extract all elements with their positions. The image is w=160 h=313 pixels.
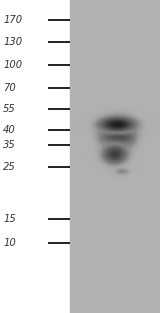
Bar <box>0 0 70 313</box>
Text: 55: 55 <box>3 104 16 114</box>
Text: 130: 130 <box>3 37 22 47</box>
Text: 25: 25 <box>3 162 16 172</box>
Text: 40: 40 <box>3 125 16 135</box>
Text: 100: 100 <box>3 60 22 70</box>
Text: 15: 15 <box>3 214 16 224</box>
Bar <box>70 0 160 313</box>
Text: 170: 170 <box>3 15 22 25</box>
Text: 10: 10 <box>3 238 16 248</box>
Text: 35: 35 <box>3 140 16 150</box>
Text: 70: 70 <box>3 83 16 93</box>
